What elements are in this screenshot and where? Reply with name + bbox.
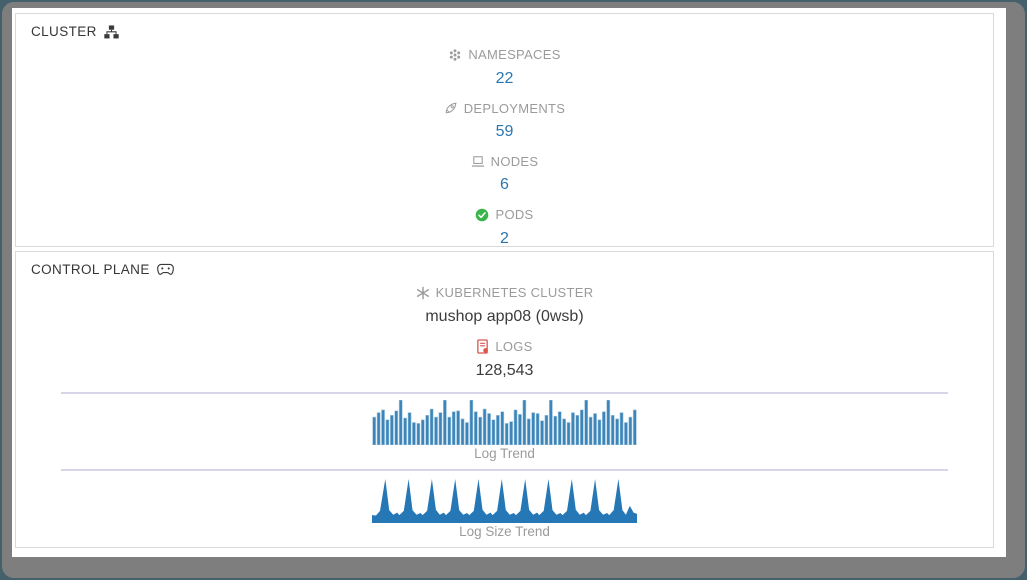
namespaces-label: NAMESPACES <box>448 46 560 63</box>
node-laptop-icon <box>471 155 485 168</box>
namespaces-value-link[interactable]: 22 <box>495 69 514 87</box>
stat-nodes: NODES 6 <box>16 153 993 197</box>
stat-namespaces: NAMESPACES 22 <box>16 46 993 91</box>
kubernetes-cluster-label-text: KUBERNETES CLUSTER <box>435 285 594 300</box>
control-plane-panel-title: CONTROL PLANE <box>31 262 150 277</box>
logs-label: LOGS <box>476 338 532 355</box>
kubernetes-cluster-value: mushop app08 (0wsb) <box>425 307 584 325</box>
log-trend-chart-block: Log Trend <box>16 399 993 462</box>
kubernetes-wheel-icon <box>416 286 430 300</box>
kubernetes-cluster-label: KUBERNETES CLUSTER <box>416 284 594 301</box>
nodes-value-link[interactable]: 6 <box>500 176 509 193</box>
gamepad-icon <box>156 263 174 276</box>
pods-label-text: PODS <box>495 207 534 222</box>
namespaces-icon <box>448 48 462 62</box>
deployments-value-link[interactable]: 59 <box>495 123 514 140</box>
cluster-panel-title: CLUSTER <box>31 24 97 39</box>
divider-above-log-size-trend <box>61 468 948 471</box>
deployments-label: DEPLOYMENTS <box>444 100 566 117</box>
nodes-label: NODES <box>471 153 539 170</box>
namespaces-label-text: NAMESPACES <box>468 47 561 62</box>
pods-value-link[interactable]: 2 <box>500 229 509 247</box>
stat-kubernetes-cluster: KUBERNETES CLUSTER mushop app08 (0wsb) <box>16 284 993 329</box>
log-trend-caption: Log Trend <box>474 445 535 461</box>
pods-label: PODS <box>475 206 533 223</box>
logs-value: 128,543 <box>475 361 534 379</box>
log-size-trend-chart-block: Log Size Trend <box>16 477 993 540</box>
control-plane-panel: CONTROL PLANE <box>15 251 994 548</box>
divider-above-log-trend <box>61 391 948 394</box>
stat-deployments: DEPLOYMENTS 59 <box>16 100 993 145</box>
logs-label-text: LOGS <box>495 338 533 354</box>
control-plane-stats: KUBERNETES CLUSTER mushop app08 (0wsb) <box>16 284 993 383</box>
cluster-panel: CLUSTER <box>15 13 994 247</box>
control-plane-panel-header: CONTROL PLANE <box>16 252 993 277</box>
cluster-stats: NAMESPACES 22 DEPLOYMENTS <box>16 46 993 251</box>
pods-check-icon <box>475 208 489 222</box>
log-trend-bar-chart <box>372 399 637 445</box>
deployments-label-text: DEPLOYMENTS <box>463 100 566 116</box>
rocket-icon <box>444 101 458 115</box>
nodes-label-text: NODES <box>490 154 539 169</box>
stat-logs: LOGS 128,543 <box>16 338 993 383</box>
sitemap-icon <box>104 24 119 39</box>
dashboard-page: CLUSTER <box>12 8 1006 557</box>
logs-file-icon <box>476 338 489 354</box>
log-size-trend-area-chart <box>372 478 637 523</box>
cluster-panel-header: CLUSTER <box>16 14 993 39</box>
log-size-trend-caption: Log Size Trend <box>459 523 550 539</box>
stat-pods: PODS 2 <box>16 206 993 251</box>
